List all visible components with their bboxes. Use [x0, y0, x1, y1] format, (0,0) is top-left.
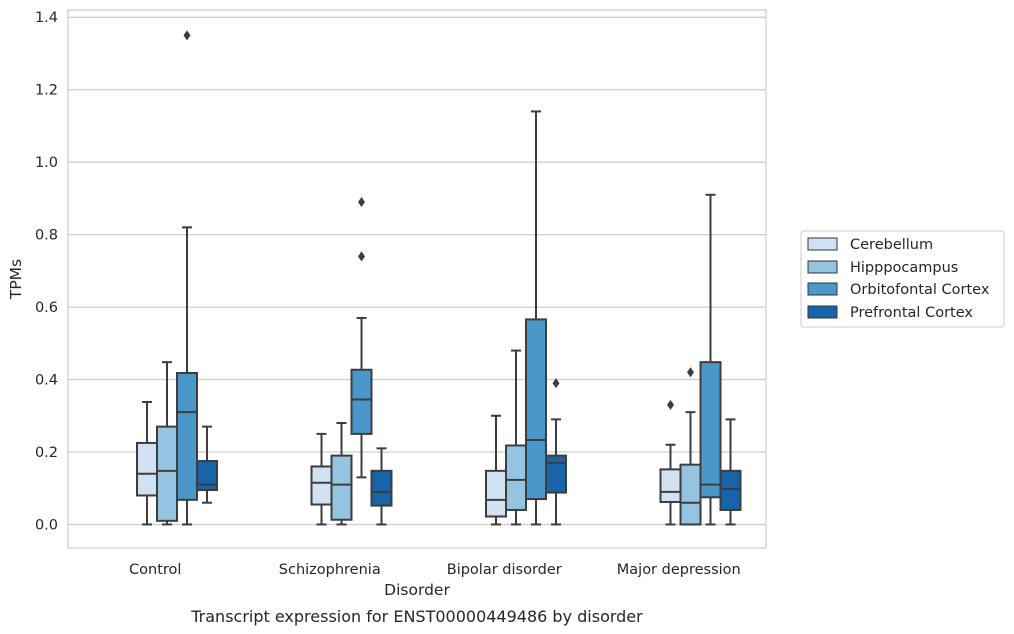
box-prefrontal-cortex-schizophrenia — [370, 447, 393, 526]
plot-frame — [67, 9, 767, 549]
x-tick-label: Bipolar disorder — [447, 562, 562, 578]
x-tick-labels: Control Schizophrenia Bipolar disorder Majo… — [129, 562, 741, 578]
box-rect — [699, 361, 722, 499]
legend-frame — [800, 230, 1005, 328]
outlier-point — [183, 30, 191, 41]
box-orbitofontal-cortex-schizophrenia — [350, 197, 373, 479]
box-rect — [196, 460, 218, 492]
box-rect — [659, 468, 682, 503]
box-rect — [525, 318, 547, 501]
legend-swatch-orbitofrontal-cortex — [807, 282, 838, 296]
box-rect — [545, 454, 567, 494]
y-tick-label: 1.4 — [35, 10, 58, 26]
x-tick-label: Major depression — [617, 562, 741, 578]
y-axis-title: TPMs — [7, 259, 25, 300]
y-tick-label: 0.8 — [35, 228, 58, 244]
legend-label-orbitofrontal-cortex: Orbitofontal Cortex — [850, 282, 990, 298]
box-rect — [310, 465, 333, 506]
box-cerebellum-schizophrenia — [310, 432, 333, 526]
y-tick-label: 1.2 — [35, 83, 58, 99]
y-tick-labels: 0.0 0.2 0.4 0.6 0.8 1.0 1.2 1.4 — [35, 10, 58, 533]
legend-label-cerebellum: Cerebellum — [850, 237, 933, 253]
x-axis-title: Disorder — [384, 581, 450, 599]
chart-caption: Transcript expression for ENST0000044948… — [190, 607, 643, 626]
box-rect — [719, 469, 742, 511]
legend-label-prefrontal-cortex: Prefrontal Cortex — [850, 305, 973, 321]
outlier-point — [358, 251, 365, 262]
box-rect — [350, 368, 373, 435]
box-rect — [330, 454, 353, 521]
box-hipppocampus-major-depression — [679, 367, 702, 526]
y-tick-label: 1.0 — [35, 155, 58, 171]
box-cerebellum-control — [136, 400, 158, 526]
box-rect — [485, 469, 507, 518]
x-tick-label: Control — [129, 562, 181, 578]
legend-swatch-prefrontal-cortex — [807, 305, 838, 319]
y-tick-label: 0.0 — [35, 517, 58, 533]
box-hipppocampus-schizophrenia — [330, 422, 353, 526]
outlier-point — [667, 399, 674, 410]
legend-swatch-hippocampus — [807, 260, 838, 274]
box-orbitofontal-cortex-bipolar-disorder — [525, 110, 547, 526]
box-prefrontal-cortex-bipolar-disorder — [545, 378, 567, 526]
legend-swatch-cerebellum — [807, 237, 838, 251]
box-rect — [176, 372, 198, 501]
outlier-point — [687, 367, 694, 378]
box-prefrontal-cortex-major-depression — [719, 418, 742, 526]
box-cerebellum-bipolar-disorder — [485, 414, 507, 526]
y-tick-label: 0.2 — [35, 445, 58, 461]
box-rect — [156, 425, 178, 522]
box-orbitofontal-cortex-major-depression — [699, 193, 722, 526]
y-tick-label: 0.4 — [35, 373, 58, 389]
box-rect — [370, 469, 393, 507]
outlier-point — [358, 197, 365, 208]
outlier-point — [552, 378, 560, 389]
box-hipppocampus-control — [156, 361, 178, 526]
legend: Cerebellum Hipppocampus Orbitofontal Cor… — [800, 230, 1005, 328]
y-tick-label: 0.6 — [35, 300, 58, 316]
box-groups — [136, 30, 742, 526]
box-rect — [505, 444, 527, 511]
box-rect — [679, 463, 702, 526]
box-orbitofontal-cortex-control — [176, 30, 198, 526]
legend-label-hippocampus: Hipppocampus — [850, 260, 958, 276]
box-rect — [136, 441, 158, 497]
x-tick-label: Schizophrenia — [279, 562, 381, 578]
box-prefrontal-cortex-control — [196, 425, 218, 504]
